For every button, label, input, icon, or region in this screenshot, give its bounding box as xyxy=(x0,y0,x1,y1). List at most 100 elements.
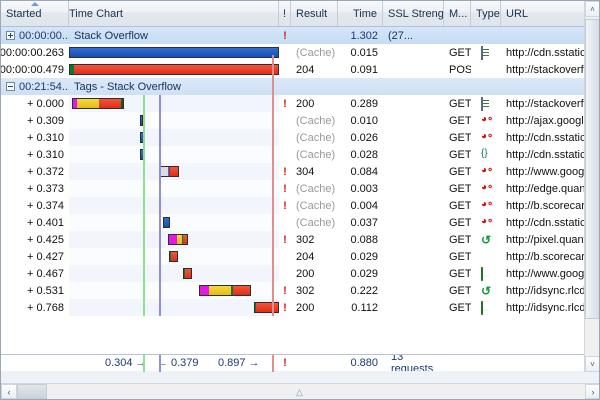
column-header-url-label: URL xyxy=(506,7,529,20)
horizontal-scroll-thumb[interactable] xyxy=(17,384,47,399)
table-row[interactable]: 00:00:00.263 (Cache) 0.015 GET http://cdn.ss… xyxy=(1,44,586,61)
table-row[interactable]: + 0.401 (Cache) 0.037 GET ◕∘ http://cdn.sstat… xyxy=(1,214,586,231)
redirect-arrow-icon: ↺ xyxy=(481,233,492,247)
time-chart-cell[interactable] xyxy=(69,265,279,282)
timeline-bar[interactable] xyxy=(72,98,124,109)
time-chart-cell[interactable] xyxy=(69,282,279,299)
ssl-strength-cell xyxy=(383,248,444,265)
timeline-bar[interactable] xyxy=(254,302,279,313)
request-table-body[interactable]: 00:00:00... Stack Overflow! 1.302 (27... 00:… xyxy=(1,27,586,371)
scroll-down-button[interactable]: ˅ xyxy=(585,356,599,372)
column-header-time[interactable]: Time xyxy=(338,1,383,26)
timeline-track xyxy=(69,180,279,197)
horizontal-scrollbar[interactable]: ‹ › △ xyxy=(1,383,599,399)
started-cell: + 0.427 xyxy=(26,250,64,263)
timeline-bar[interactable] xyxy=(140,149,145,160)
table-row[interactable]: + 0.310 (Cache) 0.028 GET {} http://cdn.sstat… xyxy=(1,146,586,163)
time-chart-cell[interactable] xyxy=(69,163,279,180)
column-header-method-label: M... xyxy=(449,7,468,20)
column-header-started[interactable]: Started xyxy=(1,1,69,26)
table-row[interactable]: + 0.374! (Cache) 0.004 GET ◕∘ http://b.scorec… xyxy=(1,197,586,214)
group-row[interactable]: 00:00:00... Stack Overflow! 1.302 (27... xyxy=(1,27,586,44)
table-row[interactable]: + 0.467 200 0.029 GET http://www.google xyxy=(1,265,586,282)
bar-segment-dgreen xyxy=(121,99,123,108)
url-cell: http://idsync.rlcdn. xyxy=(506,301,586,314)
timeline-bar[interactable] xyxy=(140,115,143,126)
group-started-value: 00:00:00... xyxy=(19,29,69,42)
table-row[interactable]: + 0.768! 200 0.112 GET http://idsync.rlcdn. xyxy=(1,299,586,316)
time-chart-cell[interactable] xyxy=(69,299,279,316)
timeline-bar[interactable] xyxy=(69,64,279,75)
type-cell: ◕∘ xyxy=(471,112,501,129)
time-chart-cell[interactable] xyxy=(69,61,279,78)
column-header-time-chart[interactable]: Time Chart xyxy=(69,1,279,26)
column-header-started-label: Started xyxy=(6,7,42,20)
table-row[interactable]: + 0.531! 302 0.222 GET ↺ http://idsync.rlcdn. xyxy=(1,282,586,299)
started-cell: + 0.401 xyxy=(26,216,64,229)
column-header-method[interactable]: M... xyxy=(444,1,471,26)
timeline-bar[interactable] xyxy=(69,47,279,58)
horizontal-scroll-trough[interactable] xyxy=(47,384,585,399)
timeline-bar[interactable] xyxy=(160,166,179,177)
scroll-right-button[interactable]: › xyxy=(585,384,599,399)
warning-cell xyxy=(279,44,291,61)
group-started-value: 00:21:54... xyxy=(19,80,69,93)
table-row[interactable]: 00:00:00.479 204 0.091 POST http://stackover… xyxy=(1,61,586,78)
timeline-bar[interactable] xyxy=(163,217,170,228)
vertical-scrollbar[interactable]: ˄ ˅ xyxy=(584,1,599,372)
url-cell: http://b.scorecardr xyxy=(506,250,586,263)
time-chart-cell[interactable] xyxy=(69,95,279,112)
time-chart-cell[interactable] xyxy=(69,180,279,197)
ssl-strength-cell xyxy=(383,95,444,112)
result-cell: 204 xyxy=(296,250,315,263)
image-icon xyxy=(481,301,491,315)
scroll-left-button[interactable]: ‹ xyxy=(1,384,17,399)
time-chart-cell[interactable] xyxy=(69,129,279,146)
table-row[interactable]: + 0.425! 302 0.088 GET ↺ http://pixel.quants xyxy=(1,231,586,248)
time-chart-cell[interactable] xyxy=(69,248,279,265)
time-chart-cell[interactable] xyxy=(69,214,279,231)
time-chart-cell[interactable] xyxy=(69,146,279,163)
time-chart-cell[interactable] xyxy=(69,44,279,61)
table-row[interactable]: + 0.309 (Cache) 0.010 GET ◕∘ http://ajax.goog… xyxy=(1,112,586,129)
timeline-track xyxy=(69,265,279,282)
time-chart-cell[interactable] xyxy=(69,112,279,129)
bar-segment-blue xyxy=(141,116,142,125)
method-cell: GET xyxy=(449,250,471,263)
group-row[interactable]: 00:21:54... Tags - Stack Overflow xyxy=(1,78,586,95)
time-cell: 0.084 xyxy=(350,165,378,178)
method-cell: GET xyxy=(449,301,471,314)
vertical-scroll-thumb[interactable] xyxy=(585,19,599,319)
table-row[interactable]: + 0.310 (Cache) 0.026 GET ◕∘ http://cdn.sstat… xyxy=(1,129,586,146)
timeline-bar[interactable] xyxy=(199,285,251,296)
column-header-type[interactable]: Type xyxy=(471,1,501,26)
column-header-warning[interactable]: ! xyxy=(279,1,291,26)
started-cell: 00:00:00.479 xyxy=(1,63,64,76)
time-chart-cell[interactable] xyxy=(69,231,279,248)
method-cell: GET xyxy=(449,233,471,246)
resize-grip-icon: △ xyxy=(296,387,303,397)
started-cell: + 0.373 xyxy=(26,182,64,195)
method-cell: GET xyxy=(449,46,471,59)
table-row[interactable]: + 0.373! (Cache) 0.003 GET ◕∘ http://edge.qua… xyxy=(1,180,586,197)
timeline-bar[interactable] xyxy=(168,234,188,245)
timeline-bar[interactable] xyxy=(169,251,178,262)
timeline-bar[interactable] xyxy=(140,132,145,143)
key-icon: ◕∘ xyxy=(481,182,494,193)
table-row[interactable]: + 0.427 204 0.029 GET http://b.scorecardr xyxy=(1,248,586,265)
ssl-strength-cell xyxy=(383,112,444,129)
time-cell: 0.088 xyxy=(350,233,378,246)
table-row[interactable]: + 0.000! 200 0.289 GET http://stackoverflo xyxy=(1,95,586,112)
timeline-bar[interactable] xyxy=(183,268,192,279)
ssl-strength-cell xyxy=(383,197,444,214)
time-chart-cell[interactable] xyxy=(69,197,279,214)
column-header-result[interactable]: Result xyxy=(291,1,338,26)
column-header-ssl-strength[interactable]: SSL Strength xyxy=(383,1,444,26)
column-header-url[interactable]: URL xyxy=(501,1,586,26)
started-cell: + 0.768 xyxy=(26,301,64,314)
expand-icon[interactable] xyxy=(6,31,15,40)
url-cell: http://www.google xyxy=(506,267,586,280)
table-row[interactable]: + 0.372! 304 0.084 GET ◕∘ http://www.google xyxy=(1,163,586,180)
collapse-icon[interactable] xyxy=(6,82,15,91)
scroll-up-button[interactable]: ˄ xyxy=(585,1,599,17)
